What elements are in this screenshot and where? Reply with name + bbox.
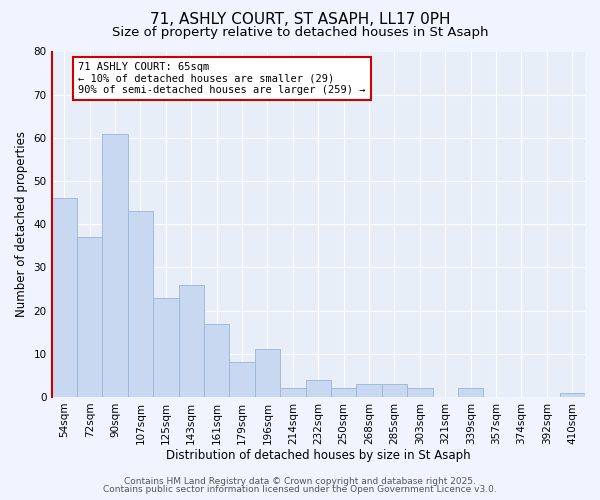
Bar bbox=[128, 212, 153, 397]
Bar bbox=[382, 384, 407, 397]
Text: 71, ASHLY COURT, ST ASAPH, LL17 0PH: 71, ASHLY COURT, ST ASAPH, LL17 0PH bbox=[150, 12, 450, 28]
Bar bbox=[458, 388, 484, 397]
Bar bbox=[52, 198, 77, 397]
Bar bbox=[179, 284, 204, 397]
Bar bbox=[407, 388, 433, 397]
Bar bbox=[204, 324, 229, 397]
Bar bbox=[305, 380, 331, 397]
Text: Contains public sector information licensed under the Open Government Licence v3: Contains public sector information licen… bbox=[103, 485, 497, 494]
Bar bbox=[103, 134, 128, 397]
Bar bbox=[560, 392, 585, 397]
Bar bbox=[77, 237, 103, 397]
Text: 71 ASHLY COURT: 65sqm
← 10% of detached houses are smaller (29)
90% of semi-deta: 71 ASHLY COURT: 65sqm ← 10% of detached … bbox=[78, 62, 366, 95]
Bar bbox=[280, 388, 305, 397]
X-axis label: Distribution of detached houses by size in St Asaph: Distribution of detached houses by size … bbox=[166, 450, 470, 462]
Bar bbox=[229, 362, 255, 397]
Bar bbox=[255, 350, 280, 397]
Bar bbox=[356, 384, 382, 397]
Y-axis label: Number of detached properties: Number of detached properties bbox=[15, 131, 28, 317]
Bar bbox=[153, 298, 179, 397]
Text: Contains HM Land Registry data © Crown copyright and database right 2025.: Contains HM Land Registry data © Crown c… bbox=[124, 477, 476, 486]
Text: Size of property relative to detached houses in St Asaph: Size of property relative to detached ho… bbox=[112, 26, 488, 39]
Bar bbox=[331, 388, 356, 397]
